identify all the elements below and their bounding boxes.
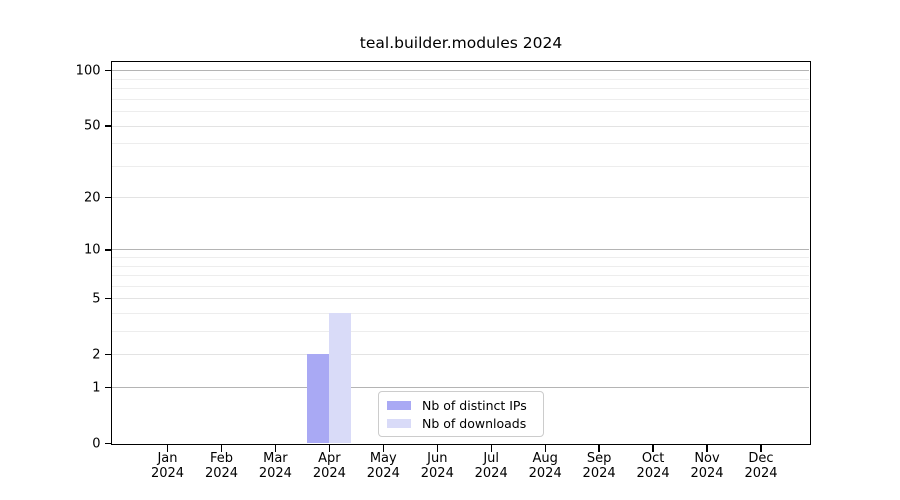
legend-swatch-downloads-icon <box>387 418 411 428</box>
x-tick-label-nov: Nov 2024 <box>675 451 739 481</box>
y-gridline-5 <box>112 298 809 300</box>
x-tick-mark <box>274 445 277 452</box>
y-tick-mark <box>104 386 111 389</box>
y-minor-gridline <box>112 265 809 267</box>
x-tick-mark <box>652 445 654 452</box>
x-tick-year: 2024 <box>366 465 400 481</box>
x-tick-year: 2024 <box>582 465 616 481</box>
x-tick-mark <box>220 445 223 452</box>
plot-area <box>111 61 811 445</box>
legend-item-distinct-ips: Nb of distinct IPs <box>387 399 543 412</box>
y-tick-label: 0 <box>92 436 101 451</box>
y-minor-gridline <box>112 275 809 277</box>
x-tick-mark <box>706 445 708 452</box>
bar-downloads <box>328 313 351 443</box>
x-tick-mark <box>166 445 169 452</box>
x-tick-year: 2024 <box>258 465 292 481</box>
legend-item-downloads: Nb of downloads <box>387 417 543 430</box>
y-tick-mark <box>104 354 111 356</box>
bar-distinct-ips <box>307 354 329 443</box>
y-tick-mark <box>104 70 111 72</box>
x-tick-year: 2024 <box>204 465 239 481</box>
x-tick-label-jun: Jun 2024 <box>405 451 469 481</box>
x-tick-year: 2024 <box>636 465 670 481</box>
x-tick-mark <box>598 445 600 452</box>
x-tick-label-aug: Aug 2024 <box>513 451 577 481</box>
x-tick-mark <box>760 445 762 452</box>
x-tick-mark <box>328 445 331 452</box>
y-tick-mark <box>104 298 111 300</box>
legend-label-downloads: Nb of downloads <box>422 415 527 431</box>
y-gridline-50 <box>112 125 809 127</box>
legend-label-distinct-ips: Nb of distinct IPs <box>422 397 527 413</box>
legend: Nb of distinct IPs Nb of downloads <box>378 391 544 437</box>
x-tick-label-jan: Jan 2024 <box>136 451 200 481</box>
x-tick-label-mar: Mar 2024 <box>243 451 307 481</box>
x-tick-year: 2024 <box>690 465 724 481</box>
x-tick-year: 2024 <box>420 465 454 481</box>
x-tick-label-jul: Jul 2024 <box>459 451 523 481</box>
x-tick-mark <box>490 445 492 452</box>
y-tick-mark <box>104 442 111 445</box>
x-tick-mark <box>436 445 438 452</box>
x-tick-year: 2024 <box>474 465 508 481</box>
y-gridline-1 <box>112 387 809 388</box>
y-minor-gridline <box>112 285 809 287</box>
y-gridline-20 <box>112 197 809 199</box>
legend-swatch-distinct-ips-icon <box>387 400 411 410</box>
y-minor-gridline <box>112 313 809 314</box>
y-minor-gridline <box>112 165 809 167</box>
x-tick-label-dec: Dec 2024 <box>729 451 793 481</box>
x-tick-label-apr: Apr 2024 <box>297 451 361 481</box>
y-tick-mark <box>104 249 111 251</box>
y-gridline-2 <box>112 354 809 356</box>
y-tick-mark <box>104 197 111 199</box>
x-tick-mark <box>382 445 384 452</box>
y-gridline-10 <box>112 249 809 251</box>
y-minor-gridline <box>112 98 809 100</box>
x-tick-label-feb: Feb 2024 <box>190 451 254 481</box>
x-tick-label-sep: Sep 2024 <box>567 451 631 481</box>
y-minor-gridline <box>112 143 809 145</box>
y-tick-label: 1 <box>92 380 101 395</box>
y-tick-label: 20 <box>83 190 101 206</box>
y-minor-gridline <box>112 331 809 333</box>
y-tick-label: 5 <box>92 291 101 307</box>
y-tick-label: 50 <box>83 118 101 134</box>
x-tick-label-oct: Oct 2024 <box>621 451 685 481</box>
y-minor-gridline <box>112 78 809 80</box>
y-tick-label: 2 <box>92 347 101 363</box>
x-tick-label-may: May 2024 <box>351 451 415 481</box>
chart-title: teal.builder.modules 2024 <box>359 34 563 52</box>
x-tick-year: 2024 <box>528 465 562 481</box>
y-gridline-100 <box>112 70 809 72</box>
y-tick-label: 100 <box>75 63 101 79</box>
x-tick-year: 2024 <box>312 465 346 481</box>
y-minor-gridline <box>112 88 809 90</box>
x-tick-year: 2024 <box>150 465 185 481</box>
x-tick-year: 2024 <box>744 465 778 481</box>
y-minor-gridline <box>112 257 809 259</box>
y-tick-mark <box>104 125 111 127</box>
y-tick-label: 10 <box>83 242 101 258</box>
x-tick-mark <box>544 445 546 452</box>
y-minor-gridline <box>112 111 809 113</box>
